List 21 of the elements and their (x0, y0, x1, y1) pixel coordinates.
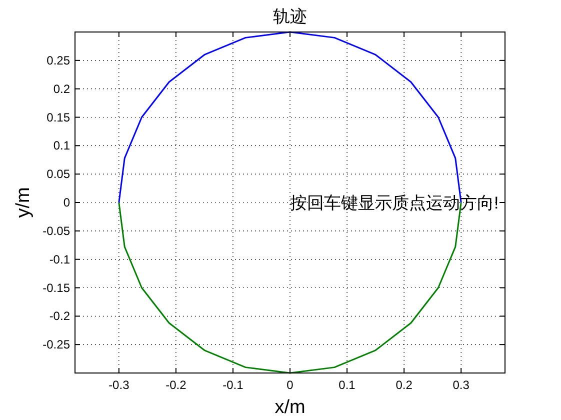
y-tick-label: -0.15 (42, 280, 70, 295)
y-axis-title: y/m (13, 187, 34, 218)
x-tick-label: -0.3 (108, 378, 130, 392)
x-tick-label: 0.2 (396, 378, 413, 392)
y-tick-label: -0.1 (49, 252, 70, 266)
y-tick-label: -0.2 (49, 309, 70, 324)
y-tick-label: 0.05 (46, 167, 70, 182)
x-tick-label: -0.1 (222, 378, 244, 392)
x-tick-label: 0.1 (338, 378, 356, 392)
y-tick-label: 0.15 (46, 110, 70, 124)
y-tick-label: -0.25 (42, 338, 70, 352)
y-tick-label: 0.25 (46, 53, 70, 68)
y-tick-label: -0.05 (42, 224, 70, 238)
y-tick-label: 0 (63, 196, 70, 210)
y-tick-label: 0.1 (53, 138, 70, 153)
x-tick-label: 0 (286, 378, 294, 392)
chart-title: 轨迹 (273, 7, 307, 26)
x-tick-label: -0.2 (166, 378, 187, 392)
x-tick-label: 0.3 (452, 378, 470, 392)
x-axis-title: x/m (274, 397, 306, 418)
y-tick-label: 0.2 (53, 82, 70, 96)
